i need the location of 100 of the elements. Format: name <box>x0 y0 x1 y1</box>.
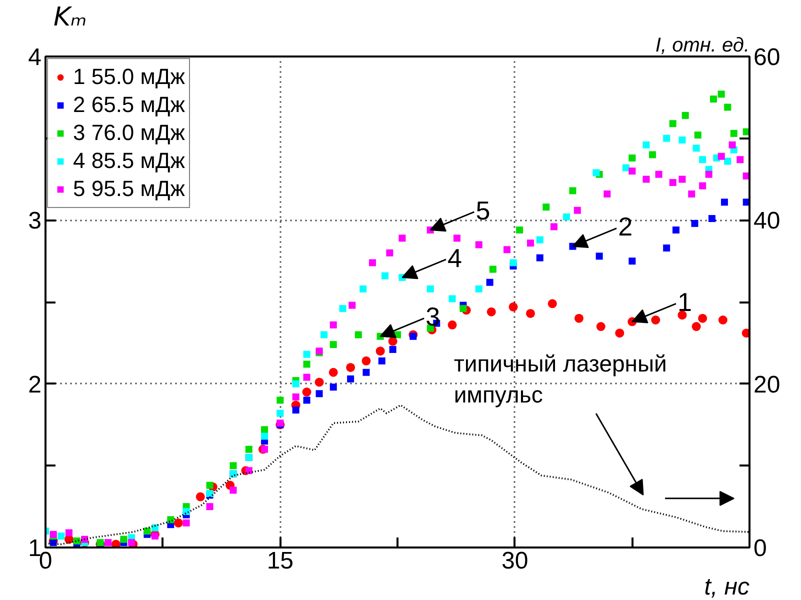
point <box>516 226 524 234</box>
point <box>708 215 716 222</box>
point <box>510 259 517 266</box>
point <box>604 190 611 198</box>
point <box>682 112 689 119</box>
annotation: 5 <box>476 195 490 226</box>
y-tick-label: 2 <box>28 371 42 398</box>
point <box>526 240 534 247</box>
point <box>65 529 72 536</box>
point <box>230 486 237 494</box>
point <box>276 396 284 404</box>
point <box>261 432 268 440</box>
legend-label: 2 65.5 мДж <box>73 91 186 119</box>
point <box>167 516 174 524</box>
x-tick-label: 0 <box>38 548 52 574</box>
point <box>649 151 656 158</box>
point <box>360 285 367 292</box>
point <box>346 362 356 372</box>
point <box>426 285 434 292</box>
point <box>314 378 324 387</box>
point <box>542 204 550 211</box>
point <box>651 316 660 324</box>
point <box>174 518 183 528</box>
legend-label: 4 85.5 мДж <box>73 147 186 175</box>
point <box>730 130 738 137</box>
point <box>628 154 636 162</box>
point <box>642 176 650 183</box>
legend-label: 1 55.0 мДж <box>73 63 186 91</box>
annotation: 3 <box>426 302 440 332</box>
point <box>550 223 558 230</box>
point <box>448 295 456 302</box>
point <box>536 236 544 244</box>
point <box>144 528 151 535</box>
annotation: 1 <box>678 287 692 317</box>
point <box>182 508 190 515</box>
point <box>489 266 496 273</box>
point <box>692 322 701 332</box>
point <box>536 254 544 262</box>
point <box>628 258 636 265</box>
point <box>302 388 312 397</box>
point <box>303 360 310 368</box>
y2-tick-label: 60 <box>754 44 780 71</box>
point <box>276 410 284 417</box>
point <box>460 305 467 312</box>
point <box>348 302 356 309</box>
point <box>120 536 128 543</box>
point <box>453 234 460 242</box>
point <box>724 158 732 165</box>
x-axis-title: t, нс <box>704 574 750 600</box>
point <box>622 164 630 172</box>
point <box>718 152 725 160</box>
point <box>691 220 698 227</box>
legend-label: 5 95.5 мДж <box>73 175 186 203</box>
point <box>303 374 310 381</box>
point <box>718 90 725 98</box>
point <box>389 346 396 353</box>
point <box>398 234 406 242</box>
y-tick-label: 4 <box>28 44 42 71</box>
point <box>206 482 214 489</box>
point <box>655 170 662 178</box>
y2-axis-title: I, отн. ед. <box>655 34 750 56</box>
point <box>378 357 386 364</box>
point <box>410 332 417 340</box>
point <box>73 537 80 544</box>
point <box>261 446 268 453</box>
legend-label: 3 76.0 мДж <box>73 119 186 147</box>
annotation: 2 <box>618 212 633 242</box>
point <box>475 241 482 248</box>
annotation: типичный лазерный импульс <box>454 350 667 408</box>
point <box>692 144 700 152</box>
point <box>699 182 706 190</box>
point <box>328 368 338 377</box>
point <box>694 132 702 139</box>
point <box>330 384 337 391</box>
point <box>292 406 300 414</box>
point <box>742 328 750 338</box>
point <box>292 393 300 400</box>
point <box>376 346 385 356</box>
point <box>486 278 494 286</box>
point <box>548 299 557 308</box>
point <box>663 244 670 252</box>
point <box>710 96 718 103</box>
point <box>206 503 214 510</box>
point <box>182 519 190 526</box>
point <box>615 328 624 338</box>
point <box>504 246 511 254</box>
point <box>475 285 482 292</box>
point <box>678 136 686 144</box>
point <box>736 156 744 164</box>
point <box>728 141 736 148</box>
point <box>388 336 398 346</box>
point <box>339 305 346 312</box>
point <box>724 104 732 111</box>
point <box>592 169 600 176</box>
point <box>448 320 457 330</box>
point <box>152 532 159 540</box>
point <box>628 168 636 175</box>
point <box>330 341 337 348</box>
x-tick-label: 30 <box>501 548 528 574</box>
point <box>128 539 136 546</box>
